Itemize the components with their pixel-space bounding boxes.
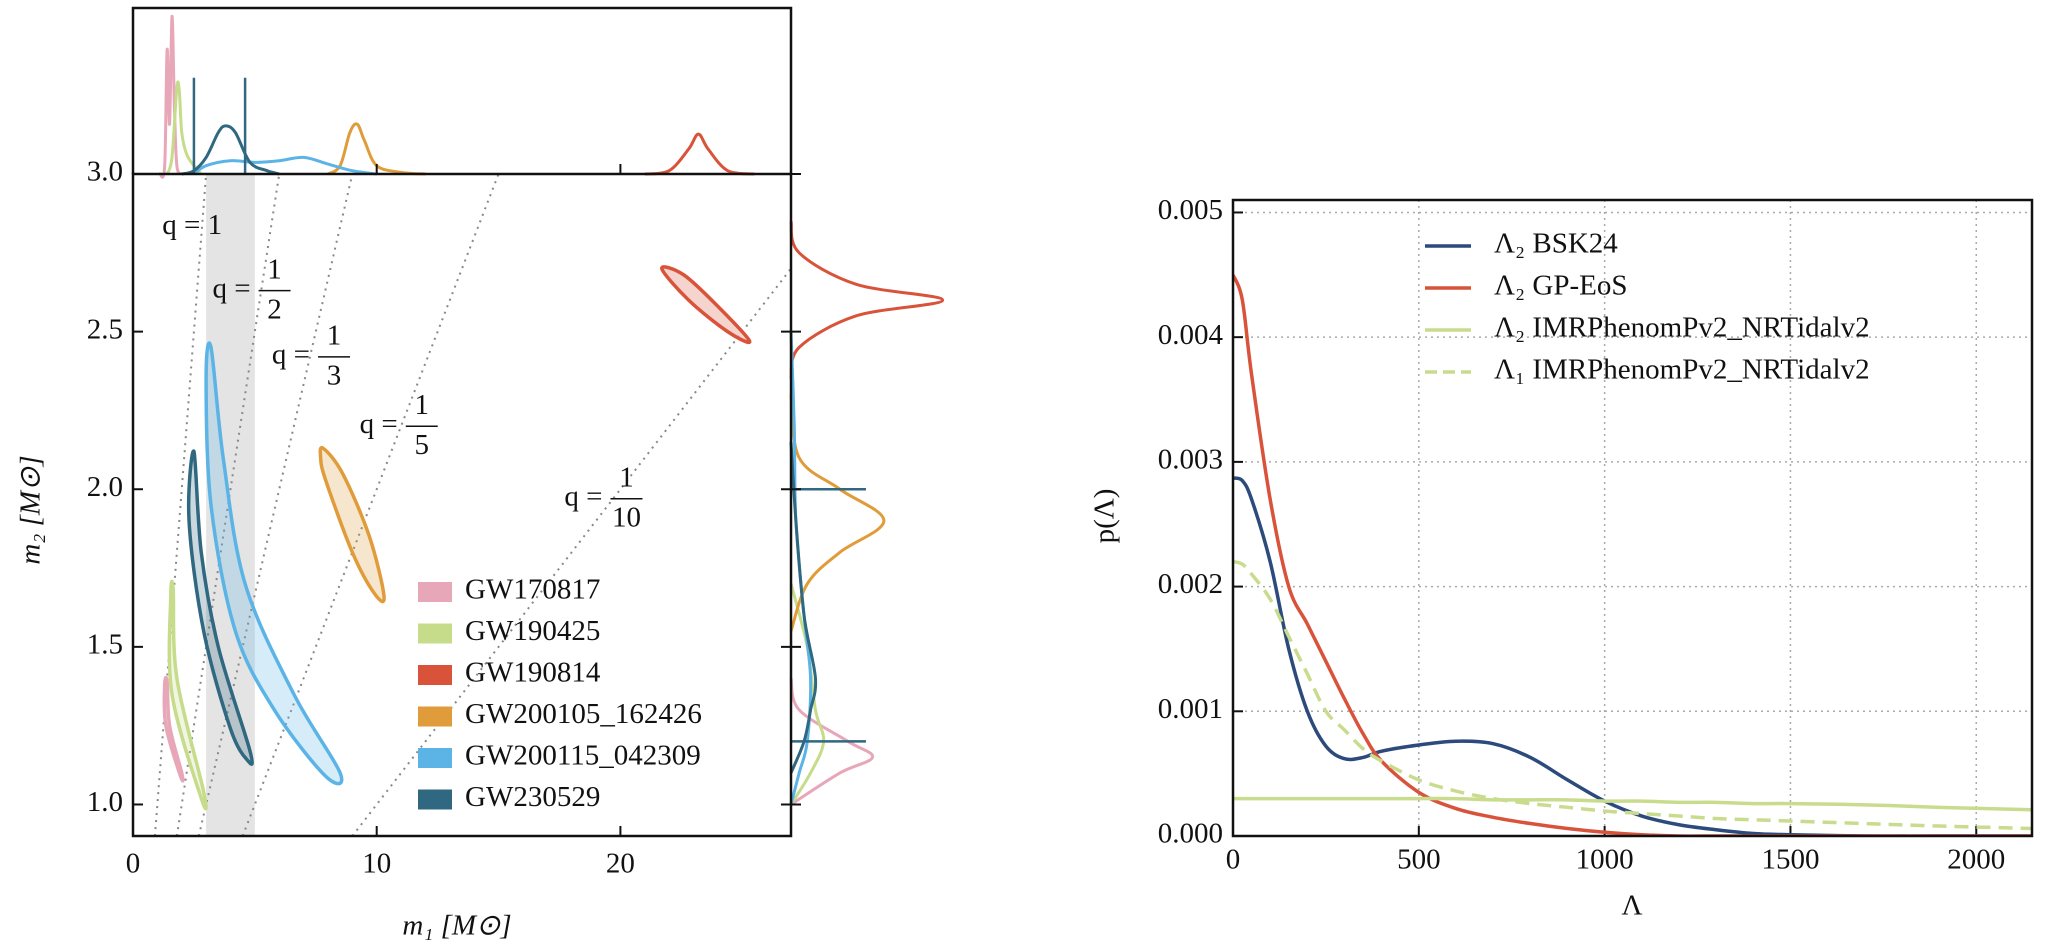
q-label: q = 1 (162, 209, 222, 241)
q-line (197, 174, 354, 836)
line-series (1233, 796, 2032, 812)
legend-label: Λ₂ BSK24 (1494, 228, 1618, 260)
x-tick-label: 1000 (1576, 844, 1634, 876)
q-denominator: 3 (327, 359, 342, 391)
legend-swatch (418, 789, 452, 810)
q-label: q = (272, 338, 310, 370)
legend-label: Λ₁ IMRPhenomPv2_NRTidalv2 (1494, 354, 1870, 386)
y-axis-label: m₂ [M⊙] (15, 455, 47, 564)
plot-area (1233, 274, 2032, 836)
posterior-contour (660, 265, 752, 345)
m1-marginal (165, 80, 203, 176)
legend-swatch (418, 623, 452, 644)
y-tick-label: 1.5 (87, 629, 123, 661)
x-axis-label: m₁ [M⊙] (402, 910, 511, 942)
y-tick-label: 0.000 (1158, 818, 1223, 850)
m2-marginal (789, 220, 945, 380)
legend-label: GW190425 (465, 615, 600, 647)
legend-label: GW200115_042309 (465, 740, 701, 772)
y-tick-label: 0.001 (1158, 693, 1223, 725)
q-label: q = (360, 408, 398, 440)
posterior-contour (167, 579, 208, 811)
posterior-contour (204, 341, 344, 786)
legend-label: GW230529 (465, 781, 600, 813)
q-denominator: 2 (267, 293, 282, 325)
y-tick-label: 0.002 (1158, 568, 1223, 600)
q-numerator: 1 (415, 389, 430, 421)
x-tick-label: 10 (362, 848, 391, 880)
q-label: q = (564, 480, 602, 512)
q-denominator: 5 (415, 429, 430, 461)
legend-label: GW190814 (465, 657, 601, 689)
m2-marginal (789, 394, 886, 632)
x-tick-label: 2000 (1947, 844, 2005, 876)
legend-label: GW200105_162426 (465, 698, 702, 730)
plot-area (153, 174, 791, 836)
legend-label: Λ₂ IMRPhenomPv2_NRTidalv2 (1494, 312, 1870, 344)
m1-marginal (158, 14, 184, 179)
y-tick-label: 0.004 (1158, 319, 1224, 351)
posterior-contour (318, 445, 386, 604)
legend-swatch (418, 582, 452, 602)
x-tick-label: 500 (1397, 844, 1441, 876)
y-tick-label: 2.0 (87, 471, 123, 503)
y-tick-label: 0.003 (1158, 444, 1223, 476)
axes-frame (1231, 198, 2034, 838)
legend-swatch (418, 706, 452, 727)
x-tick-label: 20 (606, 848, 635, 880)
line-series (1233, 559, 2032, 831)
q-line (351, 266, 791, 836)
x-tick-label: 0 (126, 848, 141, 880)
posterior-contour (162, 675, 185, 783)
q-line (153, 174, 208, 836)
legend-label: GW170817 (465, 574, 600, 606)
posterior-contour (186, 449, 254, 766)
q-numerator: 1 (327, 319, 342, 351)
y-tick-label: 1.0 (87, 786, 123, 818)
m1-marginal (644, 132, 755, 176)
marginal-frame (131, 6, 793, 174)
q-numerator: 1 (619, 461, 634, 493)
x-tick-label: 0 (1226, 844, 1241, 876)
legend-label: Λ₂ GP-EoS (1494, 270, 1627, 302)
legend-swatch (418, 748, 452, 768)
m2-marginal (789, 678, 874, 806)
axes-frame (131, 172, 793, 838)
q-numerator: 1 (267, 253, 282, 285)
x-tick-label: 1500 (1761, 844, 1819, 876)
y-tick-label: 2.5 (87, 313, 123, 345)
y-tick-label: 0.005 (1158, 194, 1223, 226)
y-tick-label: 3.0 (87, 156, 123, 188)
x-axis-label: Λ (1621, 890, 1642, 922)
line-series (1233, 476, 2032, 836)
q-denominator: 10 (612, 501, 641, 533)
m1-marginal (181, 124, 280, 176)
line-series (1233, 274, 2032, 836)
y-axis-label: p(Λ) (1089, 489, 1121, 544)
m1-marginal (327, 122, 426, 176)
legend-swatch (418, 665, 452, 685)
m2-marginal (789, 441, 818, 774)
q-label: q = (212, 272, 250, 304)
m1-marginal (193, 155, 377, 176)
